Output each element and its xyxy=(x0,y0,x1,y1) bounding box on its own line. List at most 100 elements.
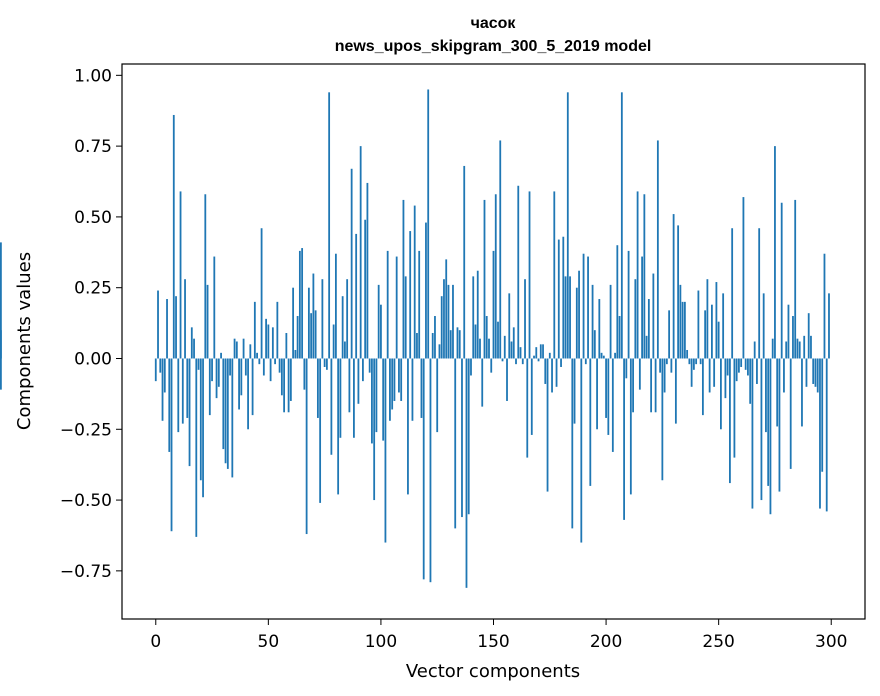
bar-195 xyxy=(593,330,596,359)
bar-91 xyxy=(359,146,362,359)
bar-222 xyxy=(654,358,657,413)
bar-32 xyxy=(226,358,229,469)
bar-232 xyxy=(677,225,680,359)
bar-3 xyxy=(161,358,164,421)
bar-186 xyxy=(573,358,576,424)
bar-184 xyxy=(569,276,571,359)
x-tick-label: 150 xyxy=(477,632,509,652)
bar-265 xyxy=(751,358,754,509)
bar-219 xyxy=(647,299,650,359)
bar-225 xyxy=(661,358,664,481)
bar-170 xyxy=(537,358,540,362)
y-axis-label: Components values xyxy=(14,252,35,430)
bar-274 xyxy=(771,338,774,359)
x-tick-label: 300 xyxy=(815,632,847,652)
bar-179 xyxy=(557,239,560,359)
bar-129 xyxy=(445,259,448,359)
bar-15 xyxy=(188,358,191,467)
bar-90 xyxy=(357,358,360,404)
bar-114 xyxy=(411,358,414,421)
bar-249 xyxy=(715,282,718,359)
bar-240 xyxy=(695,358,698,365)
bar-82 xyxy=(339,358,342,438)
bar-51 xyxy=(269,358,272,382)
bar-135 xyxy=(458,330,461,359)
bar-99 xyxy=(377,284,380,359)
bar-75 xyxy=(323,358,326,367)
bar-128 xyxy=(443,279,445,359)
bar-160 xyxy=(515,358,517,365)
bar-272 xyxy=(767,358,770,486)
bar-145 xyxy=(481,358,484,407)
bar-212 xyxy=(632,358,634,413)
bar-196 xyxy=(596,358,598,430)
bar-285 xyxy=(796,338,799,359)
bar-254 xyxy=(726,358,729,376)
bar-180 xyxy=(560,358,562,367)
bar-238 xyxy=(690,358,693,387)
bar-118 xyxy=(420,358,423,418)
bar-16 xyxy=(190,327,193,359)
bar-63 xyxy=(296,316,299,359)
bar-151 xyxy=(494,194,497,359)
bar-150 xyxy=(492,250,495,359)
bar-210 xyxy=(627,250,630,359)
bar-237 xyxy=(688,358,691,365)
bar-106 xyxy=(393,358,396,401)
bar-255 xyxy=(729,358,731,484)
bar-297 xyxy=(823,253,826,359)
bar-100 xyxy=(380,304,382,359)
bar-298 xyxy=(825,358,828,512)
bar-45 xyxy=(256,352,258,359)
bar-52 xyxy=(271,327,274,359)
bar-85 xyxy=(346,279,349,359)
bar-162 xyxy=(519,347,522,359)
bar-290 xyxy=(807,313,810,359)
bar-226 xyxy=(663,358,666,393)
bar-7 xyxy=(170,358,173,532)
bar-263 xyxy=(747,358,749,376)
bar-86 xyxy=(348,358,351,413)
bar-84 xyxy=(344,341,346,359)
bar-29 xyxy=(220,352,222,359)
y-tick-label: 0.25 xyxy=(74,279,112,299)
bar-119 xyxy=(422,358,425,580)
bar-136 xyxy=(461,358,463,518)
bar-59 xyxy=(287,358,290,413)
bar-147 xyxy=(485,316,488,359)
bar-40 xyxy=(244,358,247,376)
bar-121 xyxy=(427,89,430,359)
bar-270 xyxy=(762,293,765,359)
bar-111 xyxy=(404,276,407,359)
bar-14 xyxy=(186,358,189,418)
bar-201 xyxy=(607,358,610,435)
bar-235 xyxy=(683,301,686,359)
bar-undefined xyxy=(0,242,2,359)
x-tick-label: 0 xyxy=(150,632,161,652)
bar-30 xyxy=(222,358,225,450)
bar-279 xyxy=(783,358,785,393)
bar-234 xyxy=(681,301,684,359)
bar-35 xyxy=(233,338,236,359)
bar-103 xyxy=(386,250,389,359)
bar-163 xyxy=(521,358,524,365)
bar-229 xyxy=(670,358,673,373)
chart-title-line2: news_upos_skipgram_300_5_2019 model xyxy=(335,38,652,55)
bar-245 xyxy=(706,279,709,359)
bar-251 xyxy=(720,358,722,430)
bar-262 xyxy=(744,358,747,370)
bar-56 xyxy=(280,358,283,396)
bar-89 xyxy=(355,233,358,359)
bar-224 xyxy=(659,358,662,373)
bar-78 xyxy=(330,358,333,455)
bar-227 xyxy=(665,358,668,365)
x-tick-label: 100 xyxy=(365,632,397,652)
bar-252 xyxy=(722,293,725,359)
bar-215 xyxy=(638,358,641,390)
bar-41 xyxy=(247,358,249,430)
bar-149 xyxy=(490,358,493,373)
x-tick-label: 200 xyxy=(590,632,622,652)
bar-278 xyxy=(780,202,783,359)
bar-202 xyxy=(609,284,612,359)
bar-104 xyxy=(389,358,391,421)
